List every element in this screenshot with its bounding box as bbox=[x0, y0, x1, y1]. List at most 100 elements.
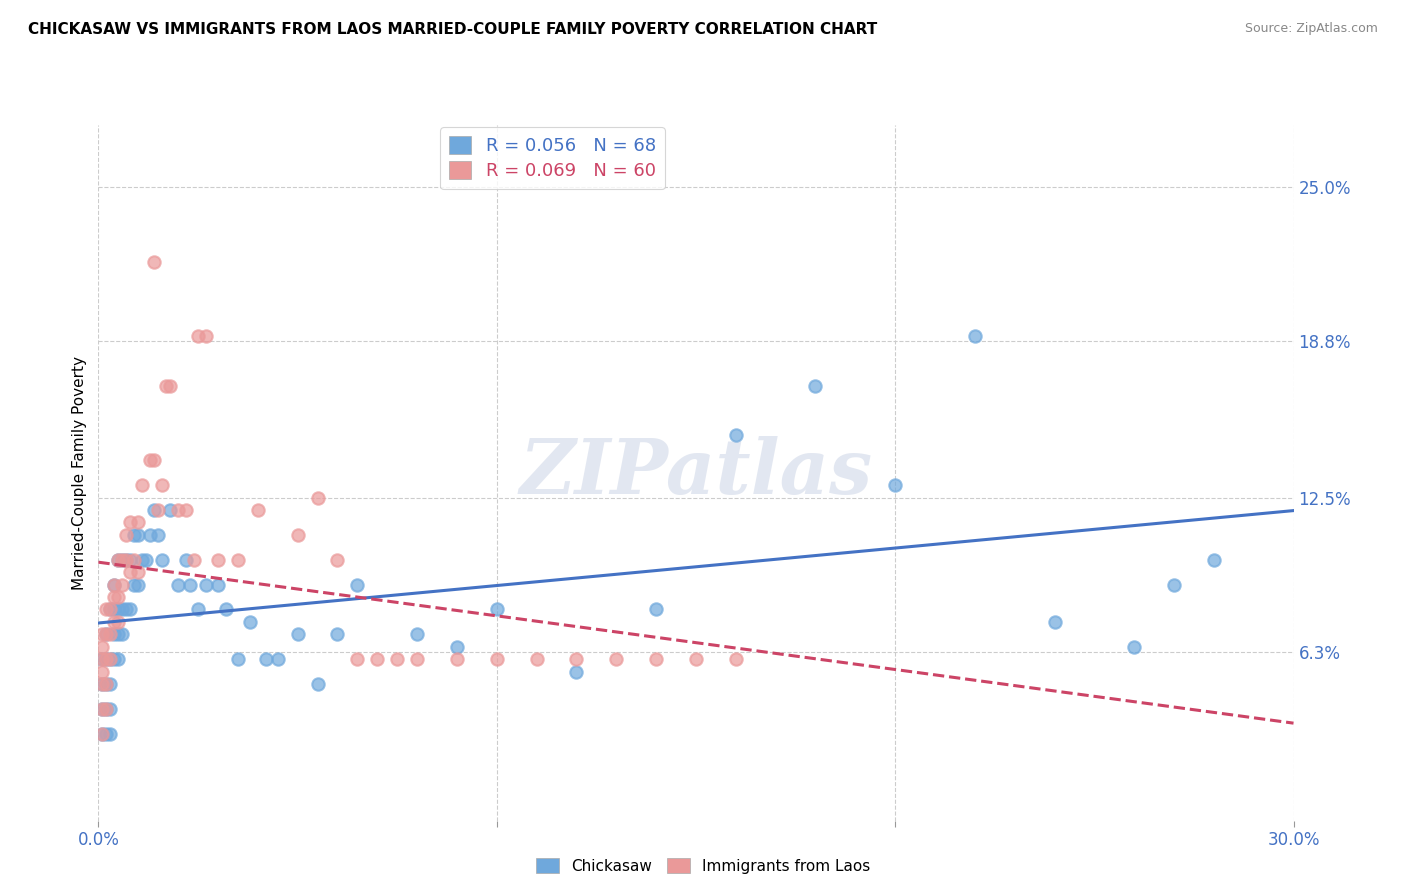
Point bbox=[174, 503, 197, 517]
Point bbox=[111, 602, 134, 616]
Point bbox=[226, 652, 249, 666]
Point bbox=[91, 702, 114, 716]
Point bbox=[96, 602, 118, 616]
Point bbox=[565, 665, 588, 679]
Point bbox=[103, 590, 125, 604]
Point bbox=[406, 627, 429, 641]
Point bbox=[120, 565, 142, 579]
Point bbox=[174, 552, 197, 567]
Point bbox=[724, 428, 747, 442]
Legend: R = 0.056   N = 68, R = 0.069   N = 60: R = 0.056 N = 68, R = 0.069 N = 60 bbox=[440, 127, 665, 189]
Point bbox=[215, 602, 238, 616]
Point bbox=[100, 652, 122, 666]
Point bbox=[1043, 615, 1066, 629]
Point bbox=[127, 516, 149, 530]
Point bbox=[107, 552, 129, 567]
Point bbox=[179, 577, 201, 591]
Point bbox=[139, 528, 162, 542]
Point bbox=[645, 602, 668, 616]
Point bbox=[120, 516, 142, 530]
Point bbox=[103, 615, 125, 629]
Point bbox=[143, 254, 166, 268]
Point bbox=[159, 503, 181, 517]
Point bbox=[307, 677, 329, 691]
Point bbox=[91, 702, 114, 716]
Point bbox=[326, 627, 349, 641]
Point bbox=[100, 677, 122, 691]
Point bbox=[226, 552, 249, 567]
Point bbox=[100, 652, 122, 666]
Text: ZIPatlas: ZIPatlas bbox=[519, 436, 873, 509]
Point bbox=[111, 577, 134, 591]
Point bbox=[124, 528, 146, 542]
Point bbox=[96, 652, 118, 666]
Point bbox=[155, 378, 177, 392]
Point bbox=[96, 702, 118, 716]
Point bbox=[115, 552, 138, 567]
Point bbox=[91, 677, 114, 691]
Point bbox=[115, 602, 138, 616]
Y-axis label: Married-Couple Family Poverty: Married-Couple Family Poverty bbox=[72, 356, 87, 590]
Point bbox=[143, 503, 166, 517]
Text: Source: ZipAtlas.com: Source: ZipAtlas.com bbox=[1244, 22, 1378, 36]
Point bbox=[159, 378, 181, 392]
Point bbox=[96, 726, 118, 740]
Point bbox=[124, 552, 146, 567]
Point bbox=[100, 602, 122, 616]
Point bbox=[366, 652, 388, 666]
Point bbox=[685, 652, 707, 666]
Point bbox=[91, 652, 114, 666]
Point bbox=[107, 602, 129, 616]
Point bbox=[103, 602, 125, 616]
Point bbox=[91, 726, 114, 740]
Point bbox=[107, 652, 129, 666]
Point bbox=[148, 503, 170, 517]
Point bbox=[131, 478, 153, 492]
Point bbox=[115, 552, 138, 567]
Point bbox=[150, 552, 173, 567]
Point bbox=[605, 652, 627, 666]
Point bbox=[267, 652, 290, 666]
Point bbox=[131, 552, 153, 567]
Point bbox=[100, 702, 122, 716]
Point bbox=[207, 577, 229, 591]
Text: CHICKASAW VS IMMIGRANTS FROM LAOS MARRIED-COUPLE FAMILY POVERTY CORRELATION CHAR: CHICKASAW VS IMMIGRANTS FROM LAOS MARRIE… bbox=[28, 22, 877, 37]
Point bbox=[111, 552, 134, 567]
Point bbox=[150, 478, 173, 492]
Point bbox=[148, 528, 170, 542]
Point bbox=[346, 652, 368, 666]
Point bbox=[96, 677, 118, 691]
Point bbox=[115, 528, 138, 542]
Point bbox=[167, 503, 190, 517]
Point bbox=[645, 652, 668, 666]
Point bbox=[385, 652, 409, 666]
Point bbox=[103, 652, 125, 666]
Point bbox=[963, 329, 986, 343]
Point bbox=[111, 552, 134, 567]
Point bbox=[195, 577, 218, 591]
Point bbox=[406, 652, 429, 666]
Point bbox=[239, 615, 262, 629]
Point bbox=[884, 478, 907, 492]
Point bbox=[127, 577, 149, 591]
Point bbox=[103, 627, 125, 641]
Point bbox=[167, 577, 190, 591]
Point bbox=[307, 491, 329, 505]
Point bbox=[485, 602, 508, 616]
Point bbox=[96, 702, 118, 716]
Point bbox=[446, 640, 468, 654]
Point bbox=[127, 565, 149, 579]
Point bbox=[187, 329, 209, 343]
Point bbox=[107, 552, 129, 567]
Point bbox=[526, 652, 548, 666]
Point bbox=[1202, 552, 1225, 567]
Point bbox=[103, 577, 125, 591]
Point bbox=[124, 577, 146, 591]
Point bbox=[107, 615, 129, 629]
Point bbox=[346, 577, 368, 591]
Point bbox=[103, 577, 125, 591]
Point bbox=[485, 652, 508, 666]
Point bbox=[100, 726, 122, 740]
Point bbox=[107, 627, 129, 641]
Point bbox=[96, 652, 118, 666]
